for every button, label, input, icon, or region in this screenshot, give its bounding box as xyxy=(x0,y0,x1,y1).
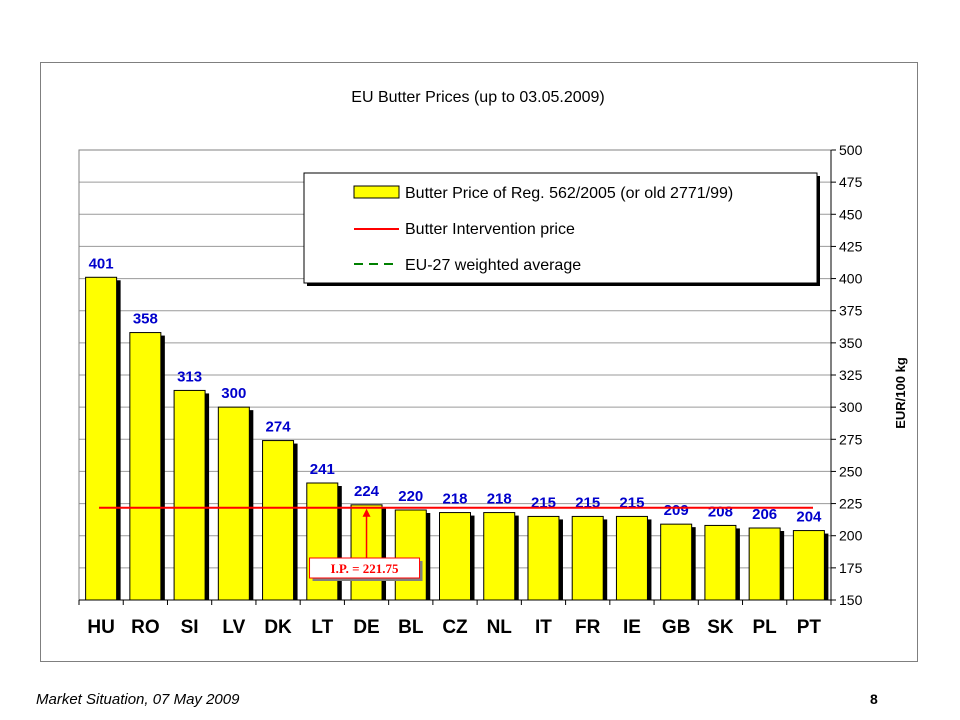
legend-label: EU-27 weighted average xyxy=(405,257,581,274)
y-axis-label: EUR/100 kg xyxy=(893,357,908,429)
y-tick-label: 300 xyxy=(839,399,863,415)
bar xyxy=(217,406,250,601)
x-tick-label: GB xyxy=(662,617,691,638)
chart-frame: EU Butter Prices (up to 03.05.2009) 150 1… xyxy=(40,62,918,662)
data-label: 401 xyxy=(89,255,114,272)
x-tick-label: HU xyxy=(87,617,114,638)
data-label: 215 xyxy=(619,494,644,511)
x-tick-label: PT xyxy=(797,617,822,638)
x-tick-label: IT xyxy=(535,617,552,638)
x-tick-label: DE xyxy=(353,617,379,638)
y-tick-label: 225 xyxy=(839,496,863,512)
annotation-box xyxy=(309,557,421,579)
data-label: 204 xyxy=(796,509,822,526)
data-label: 218 xyxy=(442,491,467,508)
data-labels: 401 358 313 300 274 241 224 220 218 218 215 215 215 2… xyxy=(89,255,822,525)
x-tick-label: LT xyxy=(311,617,333,638)
bar xyxy=(527,515,560,601)
x-tick-label: LV xyxy=(222,617,245,638)
annotation-arrowhead xyxy=(362,508,371,517)
y-tick-label: 425 xyxy=(839,238,863,254)
x-tick-label: DK xyxy=(264,617,292,638)
bar xyxy=(394,509,427,601)
chart-title: EU Butter Prices (up to 03.05.2009) xyxy=(351,89,604,106)
bar xyxy=(439,512,471,601)
data-label: 220 xyxy=(398,488,423,505)
y-tick-label: 400 xyxy=(839,271,863,287)
y-tick-label: 475 xyxy=(839,174,863,190)
data-label: 313 xyxy=(177,368,202,385)
x-tick-label: CZ xyxy=(442,617,468,638)
y-tick-label: 250 xyxy=(839,463,863,479)
bars xyxy=(85,276,829,601)
data-label: 208 xyxy=(708,503,733,520)
bar xyxy=(660,523,693,601)
data-label: 215 xyxy=(575,494,600,511)
bar xyxy=(262,440,295,601)
x-tick-label: SI xyxy=(181,617,199,638)
y-tick-label: 375 xyxy=(839,303,863,319)
bar xyxy=(571,515,604,601)
x-tick-label: FR xyxy=(575,617,601,638)
reference-line-layer: I.P. = 221.75 xyxy=(99,506,813,581)
x-tick-label: RO xyxy=(131,617,160,638)
bar xyxy=(129,332,162,601)
y-tick-label: 450 xyxy=(839,206,863,222)
bar xyxy=(173,389,206,601)
bar xyxy=(704,524,737,601)
data-label: 241 xyxy=(310,461,335,478)
data-label: 224 xyxy=(354,483,380,500)
y-tick-label: 175 xyxy=(839,560,863,576)
bar xyxy=(483,512,516,601)
data-label: 206 xyxy=(752,506,777,523)
x-tick-label: BL xyxy=(398,617,424,638)
y-tick-label: 275 xyxy=(839,431,863,447)
y-tick-label: 325 xyxy=(839,367,863,383)
bar xyxy=(792,530,825,601)
bar-chart: EU Butter Prices (up to 03.05.2009) 1501… xyxy=(78,89,908,638)
y-tick-label: 150 xyxy=(839,592,863,608)
data-label: 274 xyxy=(266,419,292,436)
data-label: 358 xyxy=(133,311,158,328)
legend-swatch-bar xyxy=(353,185,400,199)
data-label: 300 xyxy=(221,385,246,402)
bar xyxy=(85,276,118,601)
legend-label: Butter Intervention price xyxy=(405,221,575,238)
y-tick-label: 200 xyxy=(839,528,863,544)
y-tick-label: 350 xyxy=(839,335,863,351)
axes: 150 175 200 225 250 275 300 325 350 375 400 425 450 4… xyxy=(78,142,863,638)
x-tick-label: NL xyxy=(487,617,513,638)
data-label: 209 xyxy=(664,502,689,519)
legend: Butter Price of Reg. 562/2005 (or old 27… xyxy=(303,172,820,286)
data-label: 218 xyxy=(487,491,512,508)
bar xyxy=(306,482,339,601)
y-tick-label: 500 xyxy=(839,142,863,158)
legend-label: Butter Price of Reg. 562/2005 (or old 27… xyxy=(405,185,733,202)
x-tick-label: PL xyxy=(753,617,778,638)
x-tick-label: IE xyxy=(623,617,641,638)
footer-source: Market Situation, 07 May 2009 xyxy=(36,691,240,708)
bar xyxy=(748,527,781,601)
data-label: 215 xyxy=(531,494,556,511)
page-number: 8 xyxy=(870,691,878,707)
bar xyxy=(615,515,648,601)
x-tick-label: SK xyxy=(707,617,734,638)
annotation-text: I.P. = 221.75 xyxy=(331,561,399,576)
